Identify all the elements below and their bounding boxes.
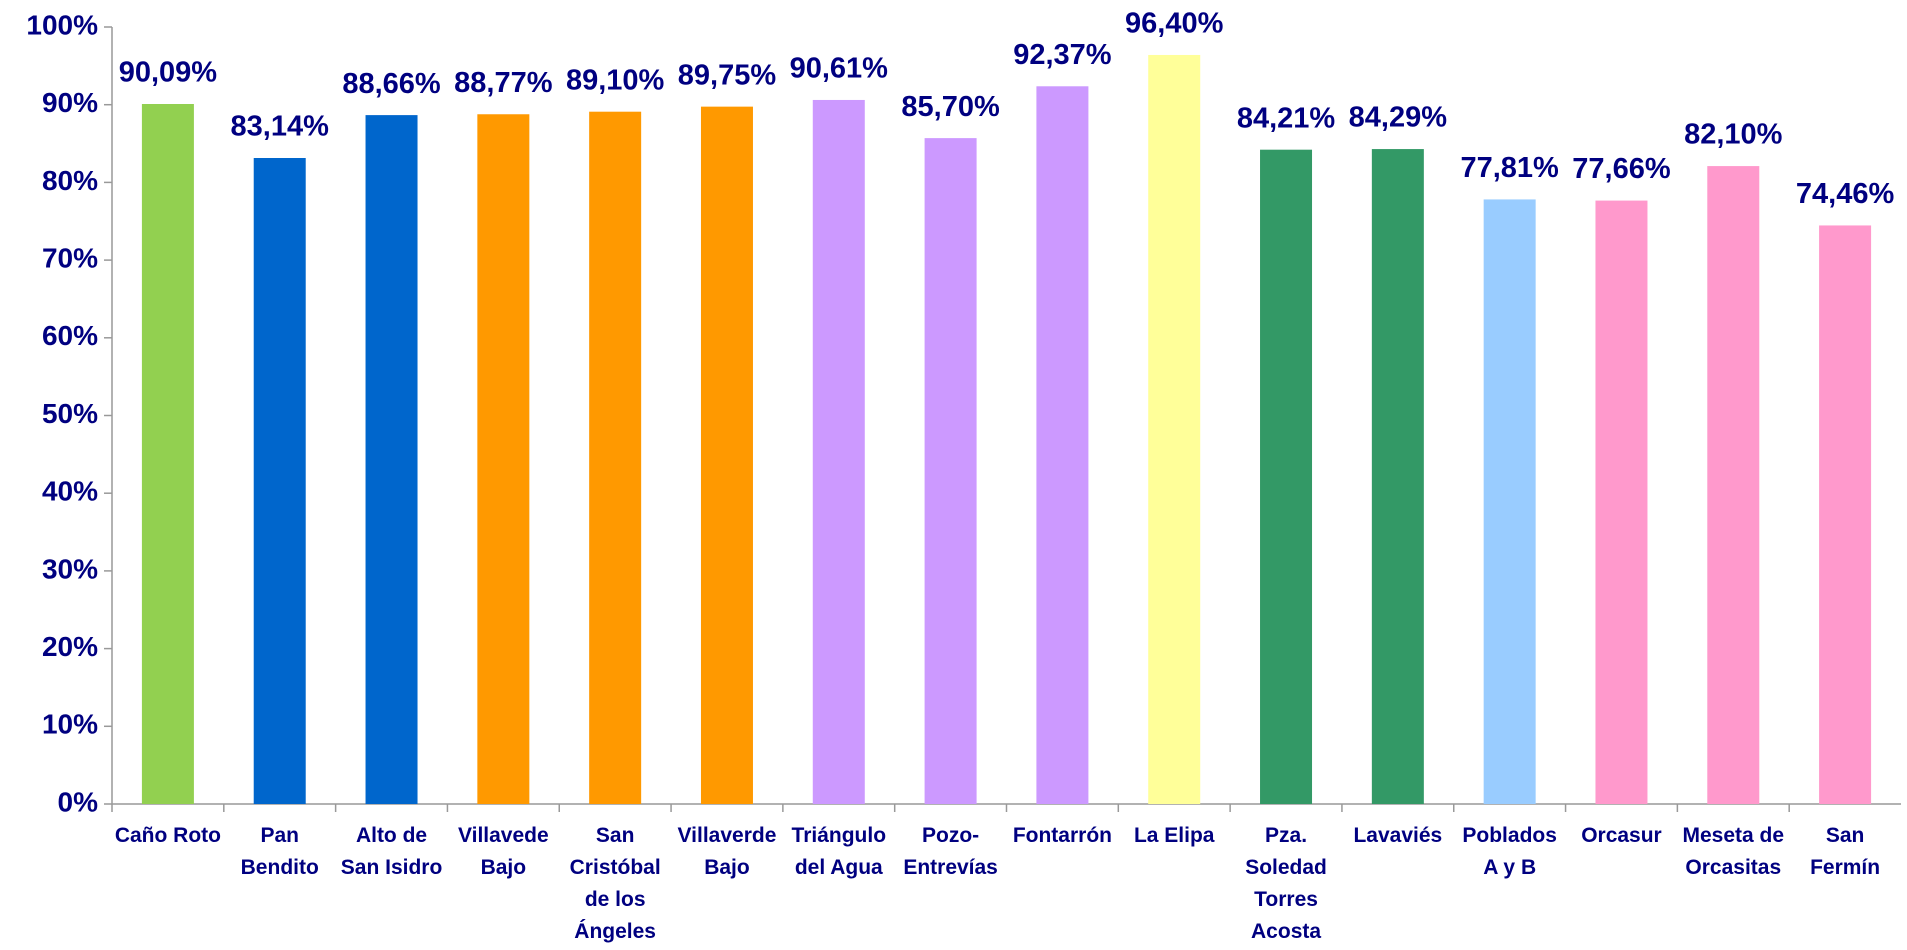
value-label: 84,29% xyxy=(1349,102,1448,134)
bar xyxy=(1371,149,1424,804)
value-label: 88,77% xyxy=(454,67,553,99)
x-tick-label: Villaverde Bajo xyxy=(677,824,777,879)
value-label: 85,70% xyxy=(901,91,1000,123)
bar xyxy=(1148,54,1201,805)
bar xyxy=(1036,86,1089,805)
value-label: 96,40% xyxy=(1125,8,1224,40)
y-tick-label: 30% xyxy=(42,553,98,584)
value-label: 82,10% xyxy=(1684,119,1783,151)
value-label: 83,14% xyxy=(231,111,330,143)
bar xyxy=(1483,199,1536,804)
bar xyxy=(141,104,194,804)
value-label: 77,81% xyxy=(1460,152,1559,184)
x-tick-label: Triángulo del Agua xyxy=(791,824,887,879)
bar xyxy=(1707,166,1760,804)
x-tick-label: Pza. Soledad Torres Acosta xyxy=(1245,824,1327,943)
y-tick-label: 100% xyxy=(26,9,98,40)
x-tick-label: Lavaviés xyxy=(1353,824,1443,847)
x-tick-label: Orcasur xyxy=(1581,824,1662,847)
y-tick-label: 50% xyxy=(42,398,98,429)
y-tick-label: 70% xyxy=(42,242,98,273)
bar xyxy=(700,106,753,804)
bar xyxy=(924,138,977,805)
value-label: 84,21% xyxy=(1237,102,1336,134)
x-tick-label: La Elipa xyxy=(1133,824,1215,847)
bar xyxy=(1819,225,1872,804)
y-tick-label: 20% xyxy=(42,631,98,662)
y-tick-label: 60% xyxy=(42,320,98,351)
x-tick-label: Pozo-Entrevías xyxy=(903,824,998,879)
x-tick-label: San Fermín xyxy=(1810,824,1881,879)
x-tick-label: Caño Roto xyxy=(114,824,221,847)
bar xyxy=(1260,149,1313,804)
x-tick-label: Alto de San Isidro xyxy=(340,824,443,879)
x-tick-label: Meseta de Orcasitas xyxy=(1682,824,1785,879)
bar xyxy=(812,99,865,804)
y-tick-label: 80% xyxy=(42,165,98,196)
bar xyxy=(365,115,418,804)
value-label: 89,10% xyxy=(566,64,665,96)
x-tick-label: Villavede Bajo xyxy=(458,824,549,879)
y-tick-label: 10% xyxy=(42,709,98,740)
bar xyxy=(477,114,530,805)
x-tick-label: Fontarrón xyxy=(1012,824,1112,847)
value-label: 77,66% xyxy=(1572,153,1671,185)
value-label: 90,61% xyxy=(790,53,889,85)
y-tick-label: 40% xyxy=(42,476,98,507)
bar xyxy=(589,111,642,805)
y-tick-label: 90% xyxy=(42,87,98,118)
value-label: 74,46% xyxy=(1796,178,1895,210)
value-label: 92,37% xyxy=(1013,39,1112,71)
value-label: 89,75% xyxy=(678,59,777,91)
x-tick-label: Poblados A y B xyxy=(1462,824,1557,879)
value-label: 88,66% xyxy=(342,68,441,100)
x-tick-label: San Cristóbal de los Ángeles xyxy=(569,824,661,943)
bar xyxy=(253,158,306,804)
value-label: 90,09% xyxy=(119,57,218,89)
x-tick-label: Pan Bendito xyxy=(240,824,319,879)
bar xyxy=(1595,200,1648,805)
y-tick-label: 0% xyxy=(58,786,99,817)
